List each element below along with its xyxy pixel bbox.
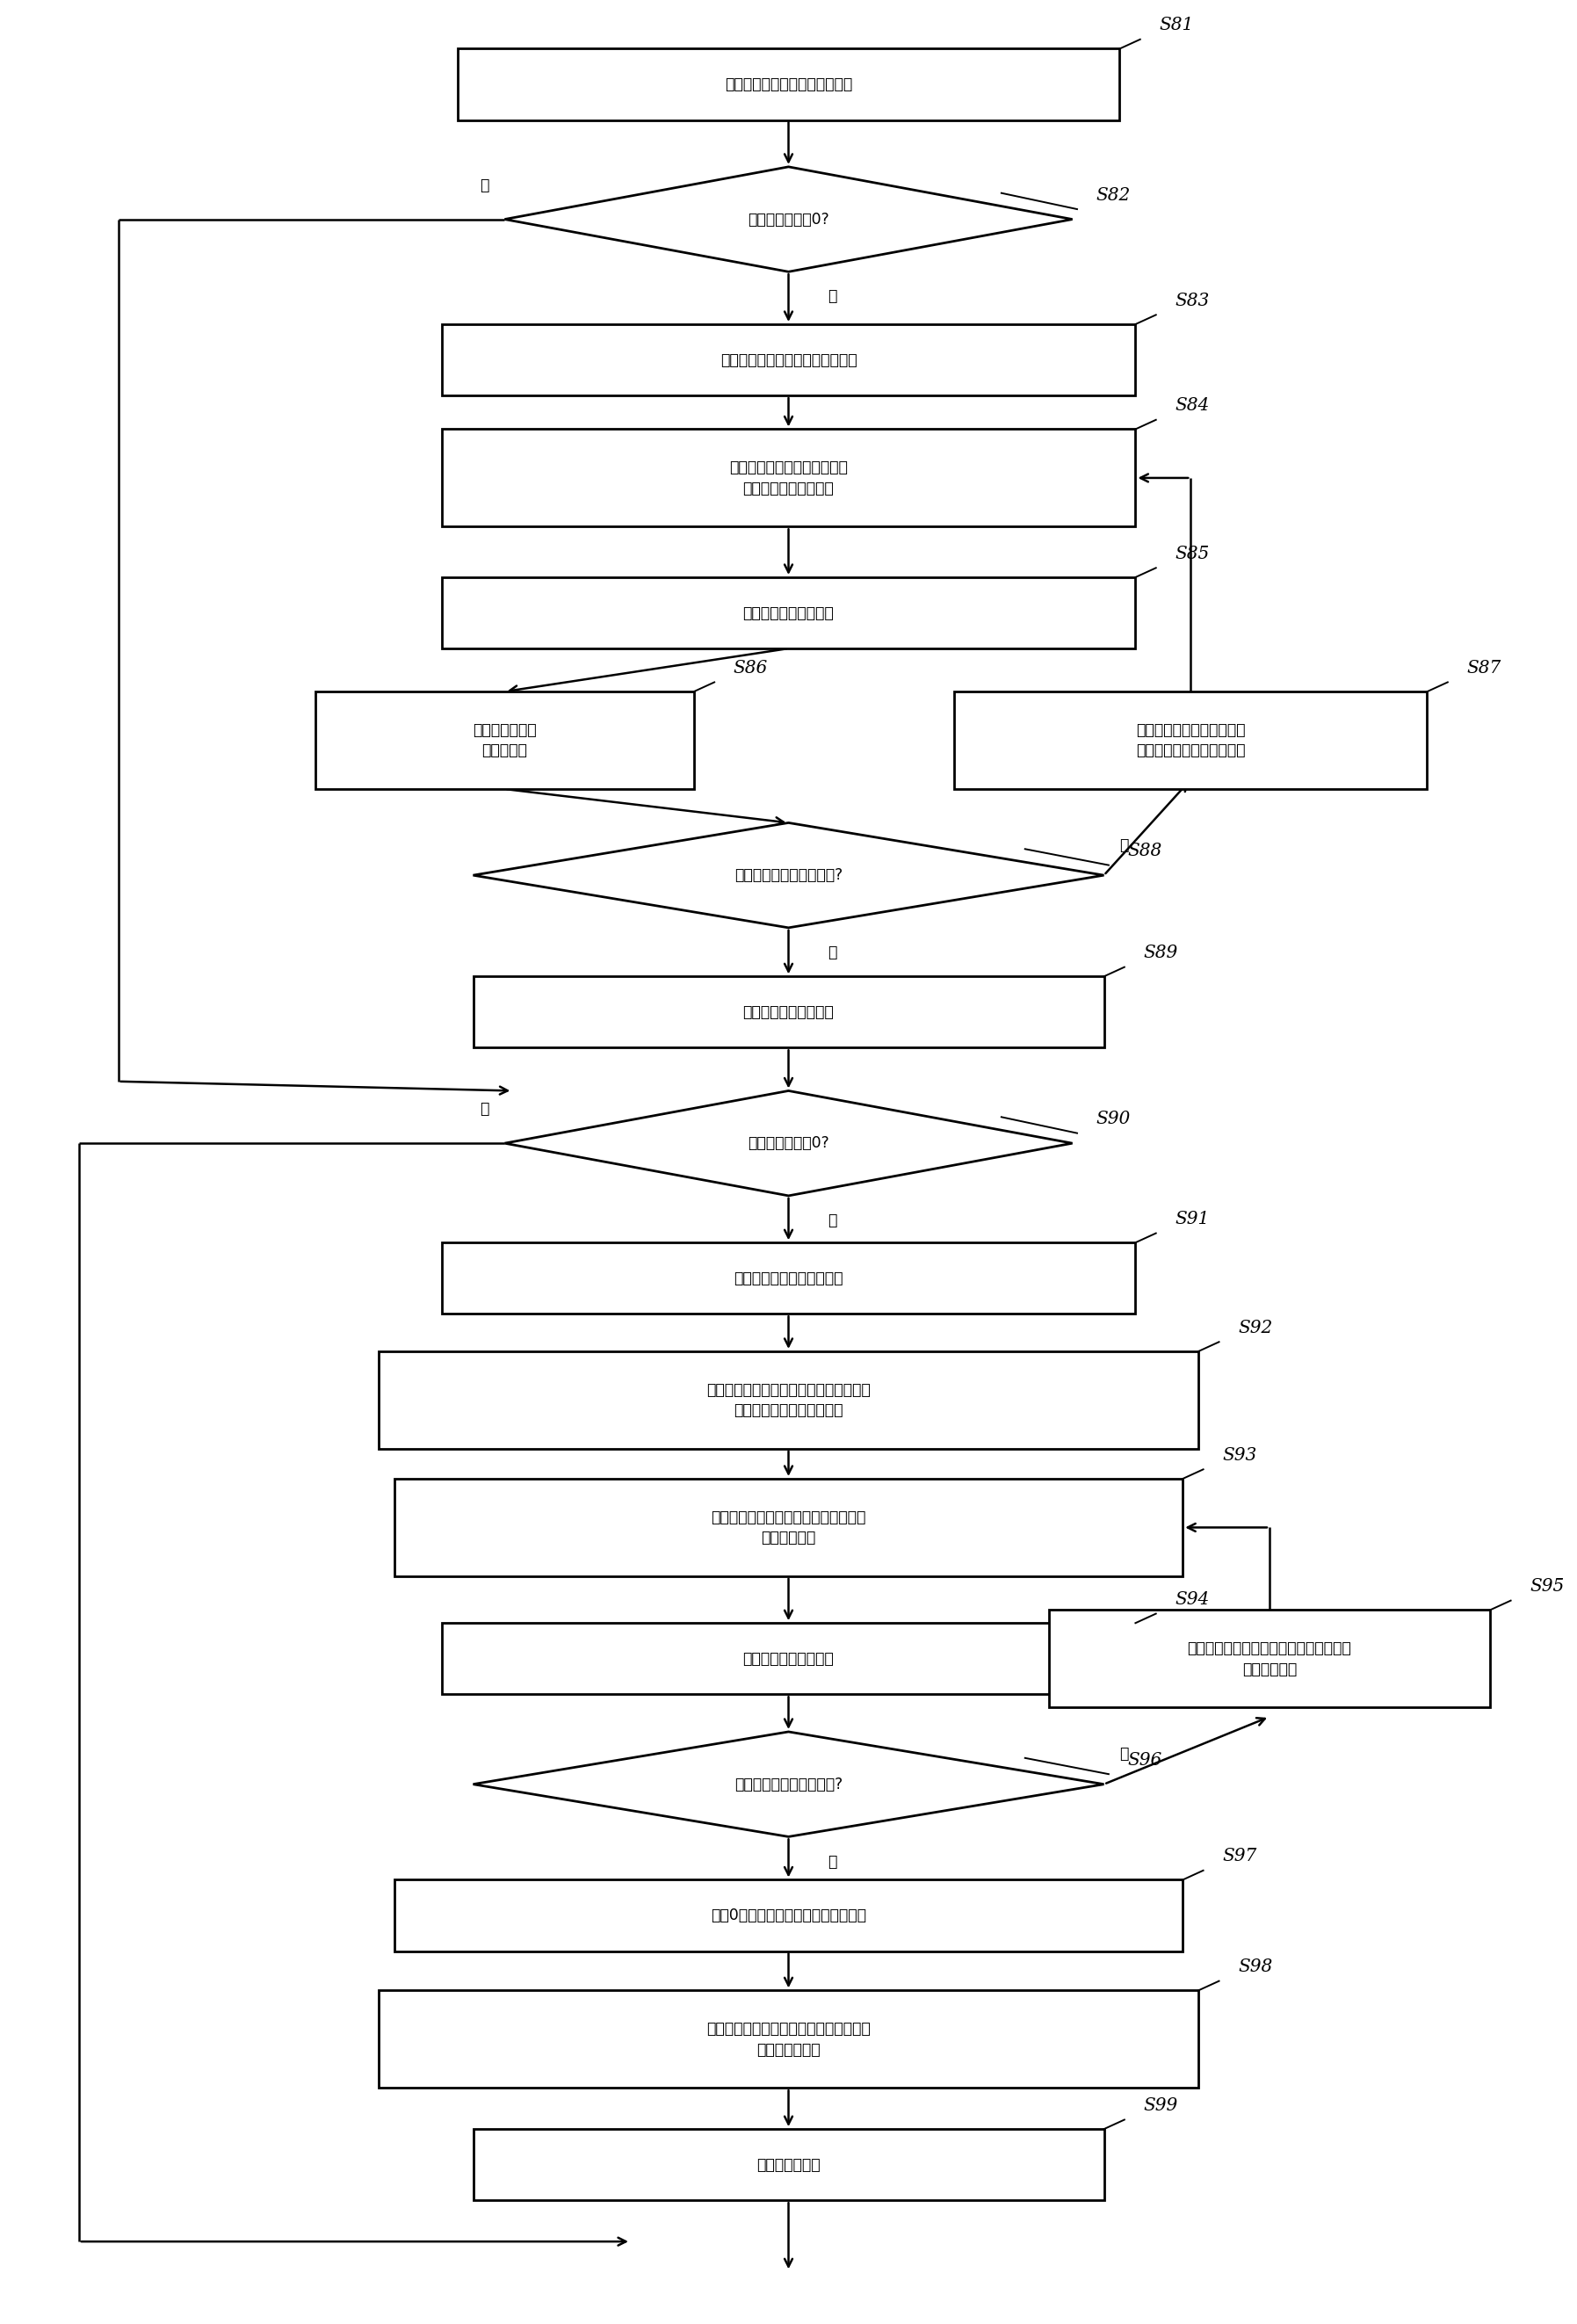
Text: 复位可编程直流信号源: 复位可编程直流信号源 (743, 1004, 834, 1020)
Polygon shape (473, 1731, 1104, 1836)
FancyBboxPatch shape (378, 1989, 1199, 2087)
Text: S95: S95 (1530, 1578, 1564, 1594)
Text: 子流程＿输出通道测试: 子流程＿输出通道测试 (743, 1650, 834, 1666)
Text: S98: S98 (1238, 1959, 1273, 1975)
FancyBboxPatch shape (315, 693, 694, 790)
Text: 设置第一待测电压值至可编程
直流信号源并打开输出: 设置第一待测电压值至可编程 直流信号源并打开输出 (729, 460, 848, 497)
Text: S88: S88 (1128, 844, 1162, 860)
Polygon shape (473, 823, 1104, 927)
Text: S93: S93 (1222, 1448, 1257, 1464)
Text: 设置0至待测模拟量模块所有输出通道: 设置0至待测模拟量模块所有输出通道 (711, 1908, 866, 1924)
Text: S86: S86 (733, 660, 768, 676)
Text: S87: S87 (1467, 660, 1501, 676)
FancyBboxPatch shape (473, 976, 1104, 1048)
Text: S97: S97 (1222, 1848, 1257, 1864)
Text: 配置被测模拟量模块为电压模式: 配置被测模拟量模块为电压模式 (725, 77, 852, 93)
FancyBboxPatch shape (442, 1622, 1135, 1694)
Text: 是: 是 (828, 1855, 837, 1868)
Text: S90: S90 (1096, 1111, 1131, 1127)
Text: 复位通道及电压／电流模式切换控制板上
数字万用表接线: 复位通道及电压／电流模式切换控制板上 数字万用表接线 (706, 2022, 871, 2057)
Polygon shape (505, 167, 1072, 272)
Text: S91: S91 (1175, 1211, 1210, 1227)
Text: 设置数字万用表为电压模式: 设置数字万用表为电压模式 (733, 1271, 844, 1285)
FancyBboxPatch shape (442, 576, 1135, 648)
Text: S83: S83 (1175, 293, 1210, 309)
FancyBboxPatch shape (394, 1478, 1183, 1576)
FancyBboxPatch shape (378, 1350, 1199, 1448)
Text: 子流程＿输入通道测试: 子流程＿输入通道测试 (743, 604, 834, 621)
FancyBboxPatch shape (954, 693, 1427, 790)
FancyBboxPatch shape (442, 430, 1135, 528)
Text: 设置下一个待测电压值至可
编程直流信号源并打开输出: 设置下一个待测电压值至可 编程直流信号源并打开输出 (1135, 723, 1246, 758)
Polygon shape (505, 1090, 1072, 1197)
Text: 输入通道数目＞0?: 输入通道数目＞0? (747, 211, 830, 228)
Text: 是: 是 (828, 288, 837, 304)
FancyBboxPatch shape (473, 2129, 1104, 2201)
Text: 复位数字万用表: 复位数字万用表 (757, 2157, 820, 2173)
Text: S99: S99 (1143, 2096, 1178, 2115)
Text: S92: S92 (1238, 1320, 1273, 1336)
Text: 否: 否 (479, 1102, 489, 1118)
Text: S81: S81 (1159, 16, 1194, 35)
FancyBboxPatch shape (394, 1880, 1183, 1952)
Text: S96: S96 (1128, 1752, 1162, 1769)
Text: S89: S89 (1143, 946, 1178, 962)
Text: 设置可编程直流信号源为电压模式: 设置可编程直流信号源为电压模式 (721, 351, 856, 367)
Text: 否: 否 (1120, 1745, 1129, 1762)
Text: 输出通道数目＞0?: 输出通道数目＞0? (747, 1136, 830, 1150)
Text: 设置第一输出设定值至待测模拟量模块
所有输出通道: 设置第一输出设定值至待测模拟量模块 所有输出通道 (711, 1508, 866, 1545)
Text: S84: S84 (1175, 397, 1210, 414)
Text: 是: 是 (828, 944, 837, 960)
Text: S94: S94 (1175, 1592, 1210, 1608)
Text: 是否最后一个输出设定值?: 是否最后一个输出设定值? (735, 1776, 842, 1792)
Text: 是否最后一个待测电压值?: 是否最后一个待测电压值? (735, 867, 842, 883)
Text: 否: 否 (1120, 837, 1129, 853)
FancyBboxPatch shape (442, 325, 1135, 395)
Text: S85: S85 (1175, 546, 1210, 562)
Text: 关闭可编程直流
信号源输出: 关闭可编程直流 信号源输出 (473, 723, 536, 758)
Text: 设置通道及电压／电流模式切换控制板上
数字万用表接线为电压模式: 设置通道及电压／电流模式切换控制板上 数字万用表接线为电压模式 (706, 1383, 871, 1418)
FancyBboxPatch shape (442, 1243, 1135, 1313)
Text: S82: S82 (1096, 186, 1131, 205)
FancyBboxPatch shape (457, 49, 1120, 121)
Text: 是: 是 (828, 1213, 837, 1229)
Text: 设置下一个输出设定值至待测模拟量模块
所有输出通道: 设置下一个输出设定值至待测模拟量模块 所有输出通道 (1187, 1641, 1351, 1678)
Text: 否: 否 (479, 177, 489, 193)
FancyBboxPatch shape (1049, 1611, 1490, 1708)
